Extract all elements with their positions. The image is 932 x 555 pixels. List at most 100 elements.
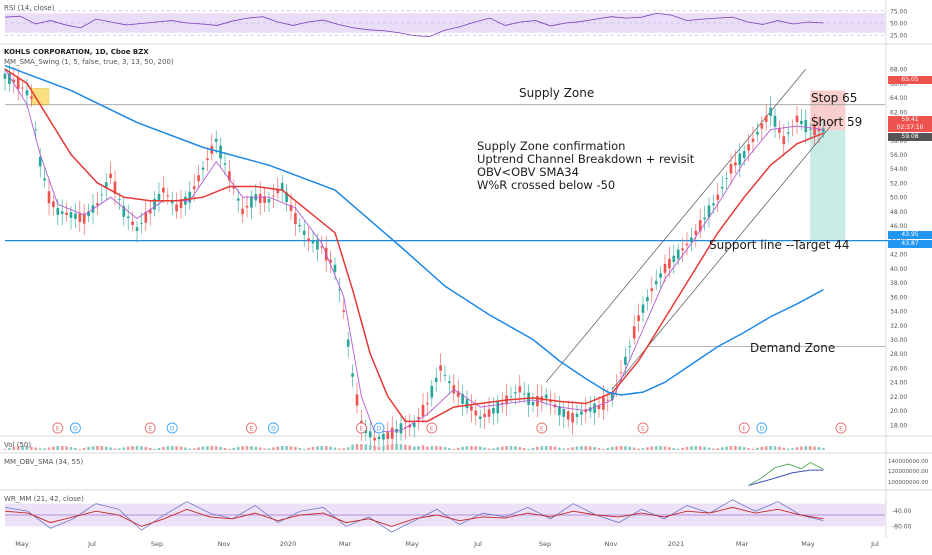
candle-body [769,107,772,116]
volume-bar [412,446,416,450]
price-tick-label: 18.00 [890,422,907,429]
rsi-tick-label: 75.00 [890,8,907,15]
candle-body [144,211,148,223]
candle-body [78,212,82,222]
volume-bar [96,446,99,450]
stop-loss-zone [810,90,846,131]
candle-body [549,400,552,403]
candle-body [822,128,825,133]
candle-body [289,204,293,211]
candle-body [16,77,20,90]
volume-bar [122,447,126,450]
candle-body [496,400,500,414]
volume-bar [668,447,671,450]
price-tick-label: 54.00 [890,166,907,173]
candle-body [140,223,143,224]
candle-body [316,239,319,250]
volume-bar [144,447,148,450]
candle-body [426,402,429,405]
candle-body [377,436,381,440]
candle-body [738,153,742,166]
x-axis-label: May [15,540,29,548]
volume-bar [382,445,385,450]
candle-body [320,246,324,248]
candle-body [206,158,209,161]
candle-body [654,280,658,285]
candle-body [294,213,297,224]
volume-bar [241,446,244,450]
volume-bar [795,447,799,450]
reason-2: Uptrend Channel Breakdown + revisit [477,152,695,166]
candle-body [192,186,196,190]
candle-body [531,401,535,406]
candle-body [773,115,777,127]
series-line-e53935 [4,68,824,423]
volume-bar [492,448,495,450]
volume-bar [390,444,394,450]
price-tick-label: 32.00 [890,323,907,330]
candle-body [302,230,306,235]
candle-body [109,173,112,179]
event-marker [245,422,257,434]
volume-bar [311,446,315,450]
price-tick-label: 46.00 [890,223,907,230]
volume-bar [210,446,214,450]
williams-label: WR_MM (21, 42, close) [4,495,84,503]
volume-bar [263,448,266,450]
price-tick-label: 66.00 [890,81,907,88]
volume-bar [223,447,227,450]
volume-bar [773,446,777,450]
candle-body [566,411,570,420]
candle-body [619,372,623,374]
volume-bar [329,446,332,450]
volume-bar [206,446,209,450]
volume-bar [615,446,618,450]
volume-bar [527,448,530,450]
candle-body [373,437,376,441]
volume-bar [800,446,803,450]
price-tick-label: 40.00 [890,266,907,273]
volume-bar [16,446,20,450]
candle-body [778,128,781,133]
volume-bar [426,446,429,450]
candle-body [232,186,236,189]
volume-bar [536,446,539,450]
obv-label: MM_OBV_SMA (34, 55) [4,458,84,466]
candle-body [725,178,728,179]
candle-body [734,162,737,166]
candle-body [615,384,618,386]
candle-body [747,144,750,151]
support-label: Support line --Target 44 [709,238,850,252]
candle-body [434,377,438,382]
candle-body [417,416,420,419]
volume-bar [822,448,825,450]
volume-bar [500,446,504,450]
rsi-tick-label: 25.00 [890,33,907,40]
event-marker-letter: D [73,425,78,432]
volume-bar [549,446,552,450]
volume-bar [408,445,412,450]
volume-bar [443,447,447,450]
x-axis-label: Sep [539,540,551,548]
event-marker [426,422,438,434]
candle-body [808,129,812,131]
candle-body [509,396,513,398]
volume-bar [562,448,566,450]
volume-bar [197,447,200,450]
x-axis-label: May [801,540,815,548]
reason-1: Supply Zone confirmation [477,139,626,153]
volume-bar [148,447,152,450]
volume-bar [483,447,486,450]
price-tag-countdown: 02:37:10 [888,124,932,132]
volume-bar [663,446,667,450]
candle-body [166,195,170,197]
volume-bar [179,446,183,450]
candle-body [703,217,706,220]
candle-body [338,289,341,291]
volume-bar [751,448,755,450]
candle-body [263,196,266,203]
volume-bar [747,448,750,450]
x-axis-label: Jul [870,540,879,548]
indicator-label: MM_SMA_Swing (1, 5, false, true, 3, 13, … [4,58,174,66]
